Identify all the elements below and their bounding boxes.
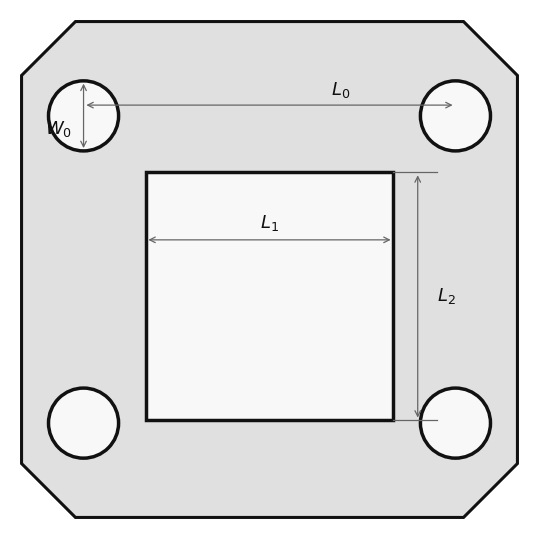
Circle shape	[420, 388, 490, 458]
Circle shape	[49, 81, 119, 151]
Text: $L_2$: $L_2$	[437, 286, 455, 307]
Circle shape	[49, 388, 119, 458]
Text: $L_0$: $L_0$	[331, 80, 351, 100]
Bar	[146, 172, 393, 420]
Circle shape	[420, 81, 490, 151]
Polygon shape	[22, 22, 517, 517]
Text: $W_0$: $W_0$	[45, 119, 72, 140]
Text: $L_1$: $L_1$	[260, 213, 279, 233]
